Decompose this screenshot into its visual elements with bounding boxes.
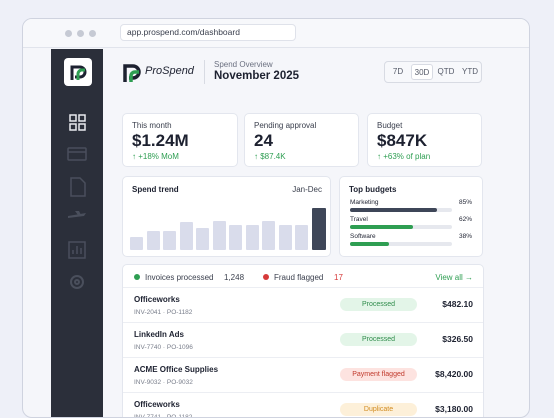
logo-tile[interactable] [64, 58, 92, 86]
nav-travel[interactable] [68, 211, 86, 218]
kpi-change: ↑ +18% MoM [132, 152, 179, 161]
range-button[interactable]: QTD [437, 67, 455, 76]
trend-bar [229, 225, 242, 250]
page: app.prospend.com/dashboard ProSpend Spen… [22, 18, 530, 418]
status-badge: Processed [340, 298, 417, 311]
range-button[interactable]: 7D [392, 67, 404, 76]
kpi-value: 24 [254, 131, 273, 150]
amount: $8,420.00 [435, 369, 473, 379]
invoice-ref: INV-7741 · PO-1182 [134, 414, 193, 418]
invoice-row[interactable]: Officeworks INV-7741 · PO-1182 Duplicate $3… [123, 392, 483, 418]
budget-bar [350, 225, 414, 229]
range-button[interactable]: 30D [411, 64, 433, 80]
header-subtitle: Spend Overview [214, 60, 273, 69]
invoice-ref: INV-9032 · PO-9032 [134, 379, 193, 386]
trend-card: Spend trend Jan-Dec [122, 176, 331, 257]
kpi-card: Budget $847K ↑ +63% of plan [367, 113, 482, 167]
fraud-count: 17 [334, 273, 343, 282]
nav-documents[interactable] [70, 177, 86, 197]
nav-settings[interactable] [70, 275, 84, 289]
kpi-change: ↑ +63% of plan [377, 152, 431, 161]
kpi-label: Pending approval [254, 121, 317, 130]
budgets-title: Top budgets [349, 185, 397, 194]
invoice-ref: INV-7740 · PO-1096 [134, 344, 193, 351]
processed-dot [134, 274, 140, 280]
budget-percent: 62% [458, 216, 472, 223]
invoice-ref: INV-2041 · PO-1182 [134, 309, 193, 316]
trend-range: Jan-Dec [292, 185, 322, 194]
budget-name: Software [350, 233, 376, 240]
kpi-card: Pending approval 24 ↑ $87.4K [244, 113, 359, 167]
main: ProSpend Spend Overview November 2025 7D… [103, 49, 529, 418]
nav-icons [67, 114, 87, 289]
trend-bar [279, 225, 292, 250]
header-period: November 2025 [214, 70, 300, 82]
brand-name: ProSpend [145, 65, 194, 77]
invoice-row[interactable]: ACME Office Supplies INV-9032 · PO-9032 Pa… [123, 357, 483, 392]
view-all[interactable]: View all → [435, 273, 473, 282]
trend-bar [147, 231, 160, 250]
trend-bar [295, 225, 308, 250]
fraud-dot [263, 274, 269, 280]
vendor: Officeworks [134, 400, 180, 409]
amount: $482.10 [442, 299, 473, 309]
budget-name: Marketing [350, 199, 379, 206]
budget-bar [350, 208, 437, 212]
amount: $3,180.00 [435, 404, 473, 414]
nav-dashboard[interactable] [69, 114, 86, 131]
nav-reports[interactable] [68, 241, 86, 259]
nav-cards[interactable] [67, 147, 87, 161]
logo-icon [70, 65, 87, 80]
budget-track [350, 242, 452, 246]
window-dot [89, 30, 96, 37]
range-button[interactable]: YTD [462, 67, 478, 76]
vendor: Officeworks [134, 295, 180, 304]
trend-bar [213, 221, 226, 250]
kpi-change: ↑ $87.4K [254, 152, 286, 161]
trend-bar [130, 237, 143, 250]
trend-bar-current [312, 208, 326, 250]
status-badge: Payment flagged [340, 368, 417, 381]
window-dot [77, 30, 84, 37]
brand-logo [123, 64, 141, 82]
trend-bar [180, 222, 193, 250]
budget-percent: 38% [458, 233, 472, 240]
fraud-label: Fraud flagged [274, 273, 324, 282]
invoice-row[interactable]: Officeworks INV-2041 · PO-1182 Processed $4… [123, 287, 483, 322]
trend-bar [262, 221, 275, 250]
kpi-label: Budget [377, 121, 403, 130]
budget-track [350, 225, 452, 229]
kpi-value: $847K [377, 131, 428, 150]
budget-name: Travel [350, 216, 368, 223]
budget-percent: 85% [458, 199, 472, 206]
window-dot [65, 30, 72, 37]
trend-bar [196, 228, 209, 250]
browser-window: app.prospend.com/dashboard ProSpend Spen… [22, 18, 530, 418]
budget-track [350, 208, 452, 212]
budget-bar [350, 242, 389, 246]
budgets-card: Top budgets Marketing 85% Travel 62% Softwar… [339, 176, 483, 257]
trend-bars [130, 208, 326, 250]
trend-bar [246, 225, 259, 250]
sidebar [51, 49, 103, 417]
header-divider [204, 60, 205, 84]
trend-bar [163, 231, 176, 250]
invoices-card: Invoices processed 1,248 Fraud flagged 1… [122, 264, 484, 418]
status-badge: Duplicate [340, 403, 417, 416]
invoice-row[interactable]: LinkedIn Ads INV-7740 · PO-1096 Processed $… [123, 322, 483, 357]
kpi-value: $1.24M [132, 131, 189, 150]
processed-label: Invoices processed [145, 273, 214, 282]
amount: $326.50 [442, 334, 473, 344]
vendor: ACME Office Supplies [134, 365, 219, 374]
processed-count: 1,248 [224, 273, 245, 282]
trend-title: Spend trend [132, 185, 179, 194]
kpi-card: This month $1.24M ↑ +18% MoM [122, 113, 238, 167]
range-selector: 7D 30D QTD YTD [384, 61, 482, 83]
status-badge: Processed [340, 333, 417, 346]
vendor: LinkedIn Ads [134, 330, 184, 339]
browser-bar: app.prospend.com/dashboard [23, 19, 529, 48]
kpi-label: This month [132, 121, 172, 130]
url-field[interactable]: app.prospend.com/dashboard [120, 24, 296, 41]
